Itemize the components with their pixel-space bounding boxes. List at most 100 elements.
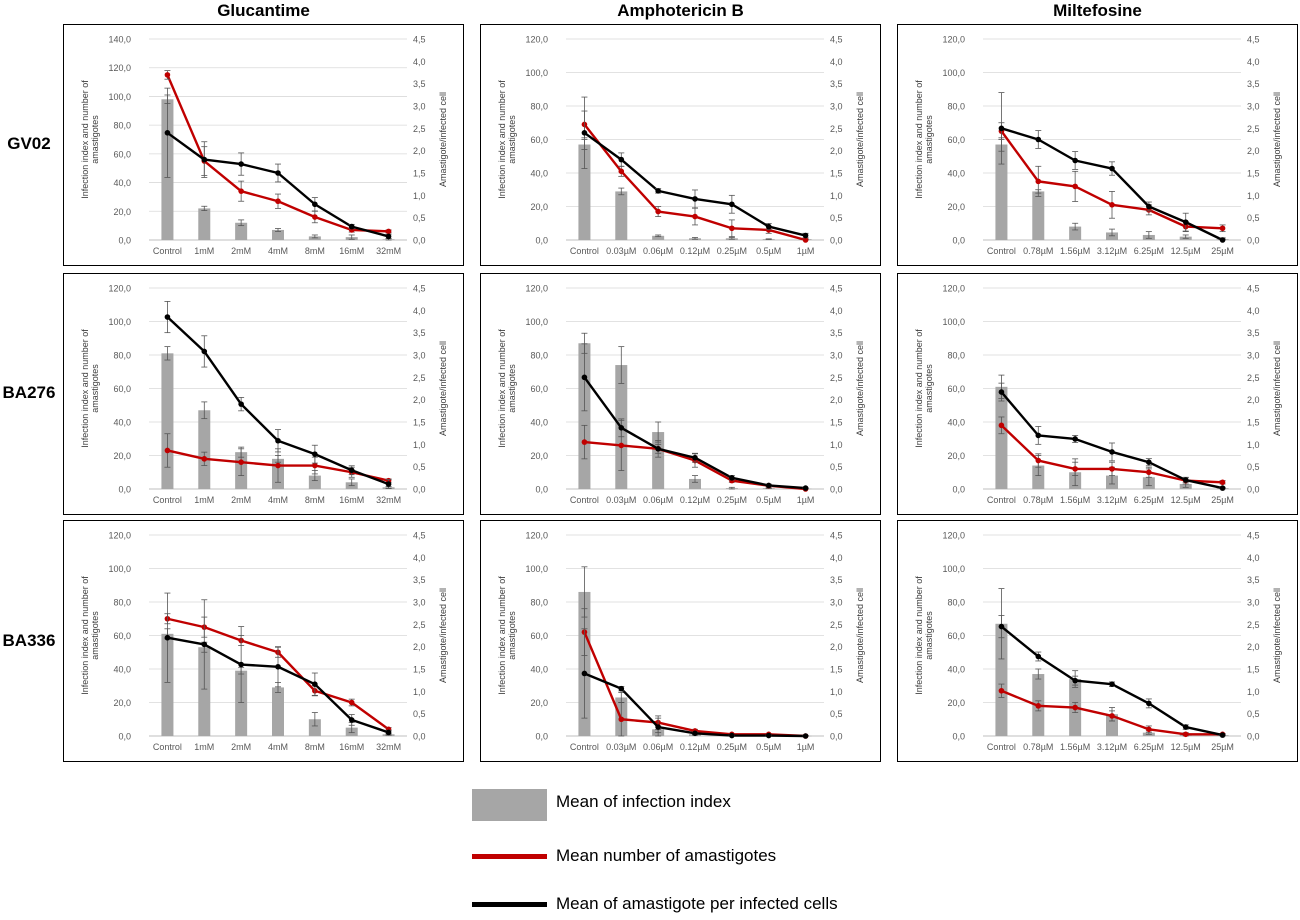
right-tick-label: 1,5 — [413, 418, 426, 428]
right-tick-label: 2,0 — [413, 642, 426, 652]
right-tick-label: 4,5 — [830, 35, 843, 45]
right-tick-label: 4,0 — [830, 306, 843, 316]
amastigotes-point — [348, 699, 355, 706]
x-tick-label: 32mM — [376, 246, 401, 256]
per-cell-point — [1109, 165, 1115, 172]
left-tick-label: 80,0 — [530, 598, 548, 608]
y-axis-title-left: Infection index and number of — [497, 80, 507, 199]
right-tick-label: 1,0 — [830, 191, 843, 201]
per-cell-point — [998, 623, 1005, 630]
right-tick-label: 3,0 — [413, 351, 426, 361]
right-tick-label: 0,5 — [1247, 213, 1260, 223]
x-tick-label: Control — [570, 246, 599, 256]
per-cell-point — [1072, 436, 1078, 442]
infection-index-bar — [1106, 714, 1118, 736]
amastigotes-point — [998, 422, 1005, 429]
legend-label-per-cell: Mean of amastigote per infected cells — [556, 894, 838, 913]
right-tick-label: 3,0 — [830, 102, 843, 112]
right-tick-label: 4,0 — [830, 553, 843, 563]
x-tick-label: 25µM — [1211, 495, 1234, 505]
left-tick-label: 100,0 — [942, 68, 965, 78]
left-tick-label: 40,0 — [530, 169, 548, 179]
x-tick-label: 8mM — [305, 495, 325, 505]
y-axis-title-left: Infection index and number of — [497, 329, 507, 448]
per-cell-point — [164, 634, 171, 641]
per-cell-point — [581, 130, 588, 136]
right-tick-label: 0,5 — [1247, 709, 1260, 719]
infection-index-bar — [272, 687, 284, 736]
right-tick-label: 0,5 — [830, 462, 843, 472]
chart-panel-ba276-glucantime: 0,0 20,0 40,0 60,0 80,0 100,0 120,0 0,0 0,5 1,0 1,… — [63, 273, 464, 515]
x-tick-label: 1µM — [797, 246, 815, 256]
x-tick-label: 0.25µM — [717, 495, 747, 505]
per-cell-point — [1109, 681, 1115, 687]
x-tick-label: 3.12µM — [1097, 495, 1127, 505]
per-cell-point — [1072, 677, 1078, 684]
right-tick-label: 0,5 — [830, 709, 843, 719]
left-tick-label: 0,0 — [952, 485, 965, 495]
per-cell-point — [618, 685, 625, 692]
right-tick-label: 4,5 — [1247, 284, 1260, 294]
x-tick-label: 12.5µM — [1171, 742, 1201, 752]
chart-svg: 0,0 20,0 40,0 60,0 80,0 100,0 120,0 0,0 0,5 1,0 1,… — [497, 284, 865, 506]
right-tick-label: 2,5 — [413, 373, 426, 383]
left-tick-label: 40,0 — [530, 418, 548, 428]
left-tick-label: 40,0 — [113, 178, 131, 188]
y-axis-title-left-line2: amastigotes — [924, 115, 934, 164]
x-tick-label: 2mM — [231, 495, 251, 505]
x-tick-label: 0.78µM — [1023, 742, 1053, 752]
left-tick-label: 40,0 — [947, 665, 965, 675]
chart-panel-gv02-miltefosine: 0,0 20,0 40,0 60,0 80,0 100,0 120,0 0,0 0,5 1,0 1,… — [897, 24, 1298, 266]
per-cell-point — [312, 451, 318, 457]
left-tick-label: 120,0 — [525, 35, 548, 45]
x-tick-label: 8mM — [305, 246, 325, 256]
left-tick-label: 60,0 — [530, 135, 548, 145]
right-tick-label: 2,5 — [1247, 124, 1260, 134]
left-tick-label: 60,0 — [113, 149, 131, 159]
right-tick-label: 0,0 — [413, 485, 426, 495]
y-axis-title-right: Amastigote/infected cell — [1272, 92, 1282, 187]
x-tick-label: 25µM — [1211, 742, 1234, 752]
per-cell-point — [802, 232, 809, 239]
right-tick-label: 3,5 — [830, 328, 843, 338]
left-tick-label: 140,0 — [108, 35, 131, 45]
chart-svg: 0,0 20,0 40,0 60,0 80,0 100,0 120,0 0,0 0,5 1,0 1,… — [80, 284, 448, 506]
x-tick-label: 4mM — [268, 742, 288, 752]
left-tick-label: 120,0 — [942, 284, 965, 294]
amastigotes-point — [1072, 183, 1078, 190]
per-cell-point — [998, 389, 1005, 395]
x-tick-label: Control — [153, 246, 182, 256]
x-tick-label: 0.5µM — [756, 495, 781, 505]
left-tick-label: 20,0 — [947, 451, 965, 461]
right-tick-label: 3,0 — [1247, 351, 1260, 361]
right-tick-label: 1,0 — [1247, 687, 1260, 697]
per-cell-point — [618, 425, 625, 431]
per-cell-point — [802, 733, 809, 739]
amastigotes-point — [581, 439, 588, 445]
left-tick-label: 80,0 — [113, 351, 131, 361]
left-tick-label: 60,0 — [947, 135, 965, 145]
chart-panel-gv02-glucantime: 0,0 20,0 40,0 60,0 80,0 100,0 120,0 140,0 0,0 0,5… — [63, 24, 464, 266]
legend-label-infection-index: Mean of infection index — [556, 792, 731, 811]
amastigotes-point — [618, 442, 625, 449]
right-tick-label: 1,5 — [413, 665, 426, 675]
per-cell-point — [275, 170, 281, 176]
per-cell-point — [164, 314, 171, 320]
right-tick-label: 4,5 — [413, 531, 426, 541]
right-tick-label: 2,0 — [830, 146, 843, 156]
x-tick-label: 1.56µM — [1060, 495, 1090, 505]
per-cell-point — [312, 681, 318, 687]
x-tick-label: 12.5µM — [1171, 495, 1201, 505]
right-tick-label: 3,0 — [413, 102, 426, 112]
right-tick-label: 3,5 — [1247, 328, 1260, 338]
right-tick-label: 2,5 — [413, 620, 426, 630]
per-cell-point — [275, 437, 281, 444]
y-axis-title-left: Infection index and number of — [914, 80, 924, 199]
per-cell-point — [998, 125, 1005, 132]
y-axis-title-left: Infection index and number of — [80, 329, 90, 448]
left-tick-label: 120,0 — [108, 63, 131, 73]
per-cell-point — [238, 401, 244, 407]
amastigotes-point — [312, 462, 318, 469]
right-tick-label: 1,0 — [413, 440, 426, 450]
x-tick-label: 2mM — [231, 742, 251, 752]
